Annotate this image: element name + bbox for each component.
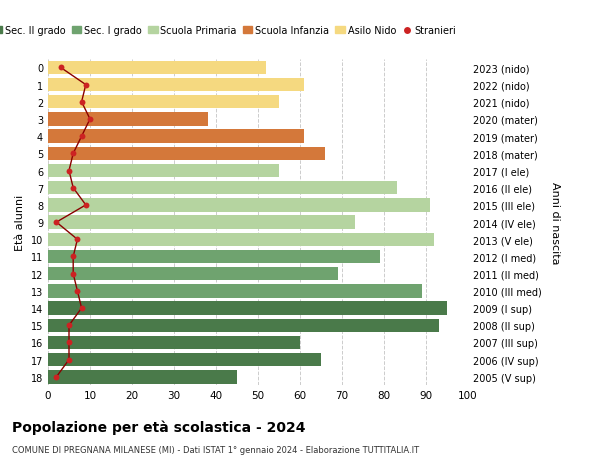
Legend: Sec. II grado, Sec. I grado, Scuola Primaria, Scuola Infanzia, Asilo Nido, Stran: Sec. II grado, Sec. I grado, Scuola Prim… <box>0 22 460 40</box>
Point <box>52 219 61 226</box>
Point <box>77 133 86 140</box>
Bar <box>48 182 397 195</box>
Point <box>73 287 82 295</box>
Point <box>64 168 74 175</box>
Point <box>68 253 78 261</box>
Bar <box>48 250 380 263</box>
Point <box>68 151 78 158</box>
Point <box>81 202 91 209</box>
Point <box>64 356 74 364</box>
Point <box>77 305 86 312</box>
Bar <box>48 147 325 161</box>
Bar <box>48 353 321 367</box>
Point <box>64 322 74 329</box>
Point <box>81 82 91 89</box>
Bar <box>48 113 208 126</box>
Bar <box>48 302 447 315</box>
Y-axis label: Anni di nascita: Anni di nascita <box>550 181 560 264</box>
Point <box>85 116 95 123</box>
Text: COMUNE DI PREGNANA MILANESE (MI) - Dati ISTAT 1° gennaio 2024 - Elaborazione TUT: COMUNE DI PREGNANA MILANESE (MI) - Dati … <box>12 445 419 454</box>
Text: Popolazione per età scolastica - 2024: Popolazione per età scolastica - 2024 <box>12 420 305 435</box>
Point <box>56 65 65 72</box>
Point <box>68 185 78 192</box>
Point <box>64 339 74 347</box>
Bar <box>48 336 300 349</box>
Bar <box>48 164 279 178</box>
Bar <box>48 96 279 109</box>
Bar <box>48 78 304 92</box>
Bar <box>48 319 439 332</box>
Bar <box>48 268 338 281</box>
Bar <box>48 130 304 144</box>
Y-axis label: Età alunni: Età alunni <box>15 195 25 251</box>
Bar <box>48 216 355 230</box>
Bar <box>48 233 434 246</box>
Point <box>52 373 61 381</box>
Point <box>77 99 86 106</box>
Bar <box>48 285 422 298</box>
Bar <box>48 62 266 75</box>
Point <box>68 270 78 278</box>
Bar <box>48 370 237 384</box>
Point <box>73 236 82 243</box>
Bar <box>48 199 430 212</box>
